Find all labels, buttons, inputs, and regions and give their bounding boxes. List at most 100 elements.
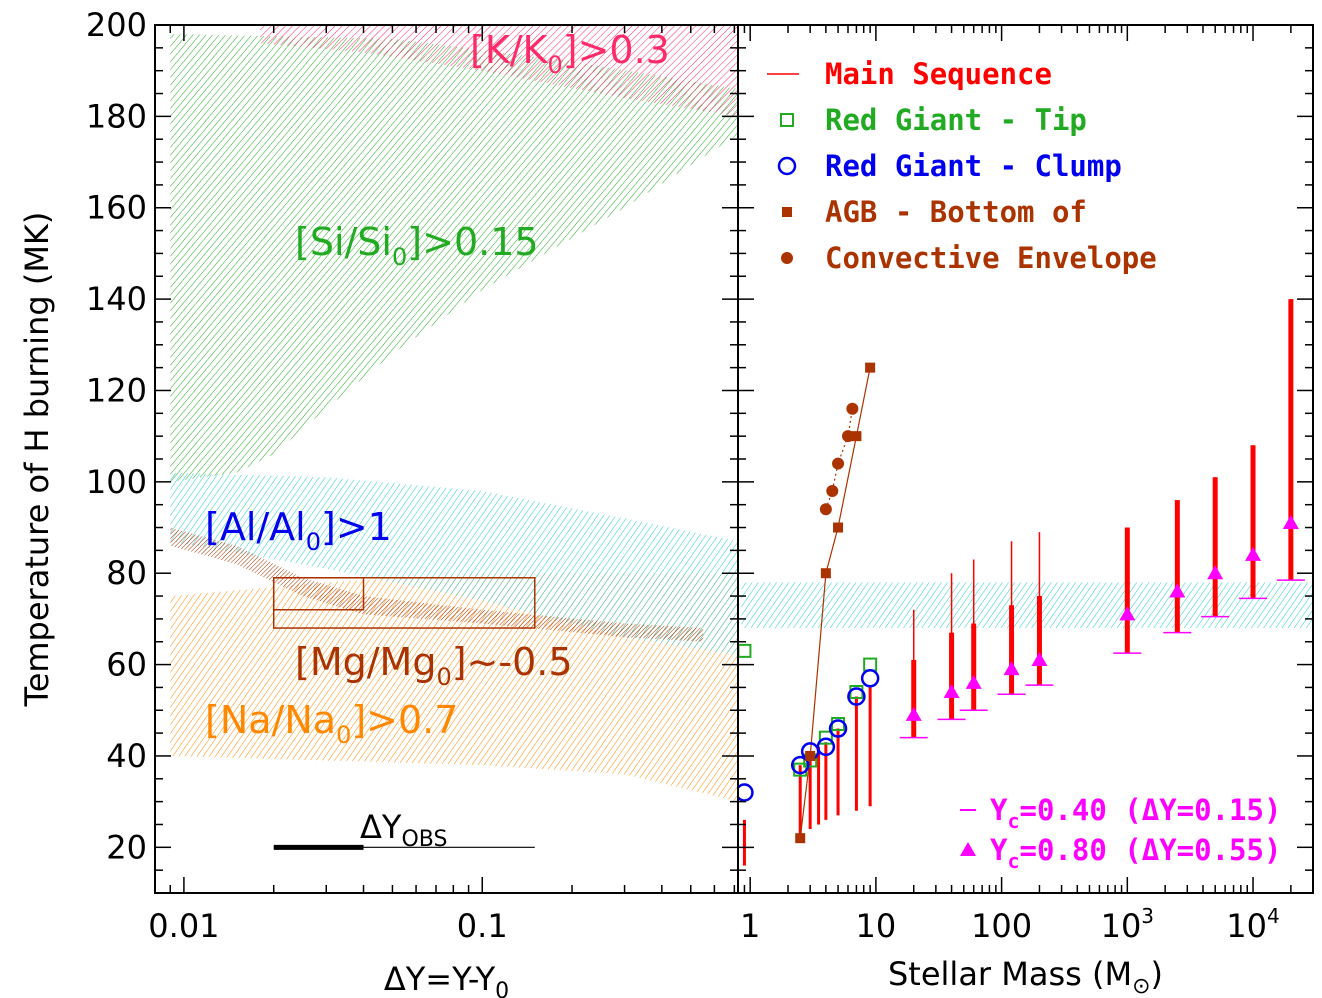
rgb-clump-point	[738, 783, 754, 802]
region-label-sub: 0	[436, 663, 451, 691]
region-label: [Al/Al0]>1	[205, 505, 392, 556]
region-hatch	[170, 34, 738, 482]
rgb-tip-point	[863, 657, 878, 672]
region-label-tail: ]>0.7	[351, 698, 458, 742]
legend-entry-label: =0.40 (ΔY=0.15)	[1020, 793, 1282, 827]
x-tick-label: 0.1	[457, 907, 508, 945]
yc080-triangle	[1282, 514, 1299, 529]
region-label: [Mg/Mg0]~-0.5	[295, 640, 573, 691]
agb-square-point	[820, 568, 831, 579]
x-tick-label-sup: 4	[1267, 904, 1280, 928]
yc080-triangle	[1119, 606, 1136, 621]
agb-dotted	[825, 408, 853, 510]
legend-entry-pre: Y	[990, 833, 1008, 867]
region-label-tail: ]>0.15	[407, 220, 538, 264]
aluminum-band	[741, 582, 1313, 629]
left-panel	[170, 25, 738, 850]
agb-square-point	[865, 362, 876, 373]
region-hatch	[170, 472, 738, 656]
legend-entry: Red Giant - Clump	[825, 149, 1122, 183]
legend-entry-sub: c	[1007, 809, 1019, 833]
region-label: [K/K0]>0.3	[470, 28, 670, 79]
agb-square-point	[805, 750, 816, 761]
right-x-axis-label: Stellar Mass (M⊙)	[888, 955, 1163, 998]
region-hatch	[260, 25, 738, 117]
region-label-main: [K/K	[470, 28, 549, 72]
legend-circle-icon	[777, 156, 797, 176]
x-tick-label-main: 10	[1226, 907, 1267, 945]
y-tick-label: 180	[86, 97, 147, 135]
agb-circle-point	[826, 484, 839, 497]
legend-entry: AGB - Bottom of	[825, 195, 1087, 229]
rgb-clump-point	[816, 737, 836, 757]
legend-entry: Yc=0.80 (ΔY=0.55)	[990, 833, 1281, 873]
y-tick-label: 60	[106, 646, 147, 684]
y-tick-label: 80	[106, 554, 147, 592]
y-tick-label: 160	[86, 189, 147, 227]
yc080-triangle	[905, 706, 922, 721]
rgb-clump-point	[828, 719, 848, 738]
legend-entry-sub: c	[1007, 849, 1019, 873]
box	[272, 577, 365, 611]
x-tick-label: 0.01	[148, 907, 219, 945]
x-tick-label-main: 1	[740, 907, 760, 945]
obs-label: ΔYOBS	[360, 808, 447, 852]
legend-entry-label: =0.80 (ΔY=0.55)	[1020, 833, 1282, 867]
region-label-sub: 0	[547, 51, 562, 79]
region-label-tail: ]>1	[321, 505, 392, 549]
x-tick-label: 103	[1101, 904, 1154, 945]
obs-label-sub: OBS	[401, 827, 447, 852]
right-plot-area	[738, 299, 1313, 866]
y-tick-label: 100	[86, 463, 147, 501]
region-label-sub: 0	[306, 528, 321, 556]
left-x-axis-label-main: ΔY=Y-Y	[384, 960, 496, 998]
x-tick-label-main: 0.1	[457, 907, 508, 945]
x-tick-label: 1	[740, 907, 760, 945]
right-panel: Main Sequence Red Giant - Tip Red Giant - …	[738, 57, 1313, 873]
agb-square-point	[833, 522, 844, 533]
x-tick-label: 100	[971, 907, 1032, 945]
legend-filled-circle-icon	[781, 252, 793, 264]
y-tick-label: 120	[86, 371, 147, 409]
rgb-tip-point	[818, 730, 833, 745]
agb-square-point	[795, 833, 806, 844]
left-x-axis-label: ΔY=Y-Y0	[384, 960, 509, 998]
region-label-main: [Al/Al	[205, 505, 306, 549]
right-x-axis-label-main: Stellar Mass (M	[888, 955, 1132, 993]
agb-circle-point	[846, 402, 859, 415]
obs-label-main: ΔY	[360, 808, 402, 846]
region-label: [Si/Si0]>0.15	[295, 220, 539, 271]
region-label-sub: 0	[336, 721, 351, 749]
right-x-axis-label-sym: ⊙	[1132, 974, 1150, 998]
yc080-triangle	[1207, 565, 1224, 580]
rgb-clump-point	[847, 687, 866, 706]
legend-entry: Red Giant - Tip	[825, 103, 1087, 137]
region-label-tail: ]~-0.5	[452, 640, 573, 684]
legend-entry: Yc=0.40 (ΔY=0.15)	[990, 793, 1281, 833]
legend-triangle-icon	[960, 842, 976, 856]
yc080-triangle	[1169, 583, 1186, 598]
rgb-clump-point	[860, 669, 880, 688]
y-axis-label: Temperature of H burning (MK)	[18, 212, 56, 708]
region-label-sub: 0	[392, 243, 407, 271]
yc080-triangle	[1003, 661, 1020, 676]
yc080-triangle	[1245, 546, 1262, 561]
legend-filled-square-icon	[782, 207, 792, 217]
agb-square-point	[851, 431, 862, 442]
x-tick-label-main: 0.01	[148, 907, 219, 945]
region-label: [Na/Na0]>0.7	[205, 698, 458, 749]
legend-entry: Convective Envelope	[825, 241, 1157, 275]
region-label-main: [Mg/Mg	[295, 640, 436, 684]
agb-circle-point	[819, 503, 832, 516]
x-tick-label-main: 10	[1101, 907, 1142, 945]
x-tick-label: 10	[856, 907, 897, 945]
y-tick-label: 20	[106, 828, 147, 866]
agb-line	[799, 367, 871, 839]
legend-entry: Main Sequence	[825, 57, 1052, 91]
agb-circle-point	[842, 430, 855, 443]
x-tick-label-main: 100	[971, 907, 1032, 945]
x-tick-label-main: 10	[856, 907, 897, 945]
region-hatch	[170, 527, 704, 642]
axes-frames	[154, 24, 1314, 894]
